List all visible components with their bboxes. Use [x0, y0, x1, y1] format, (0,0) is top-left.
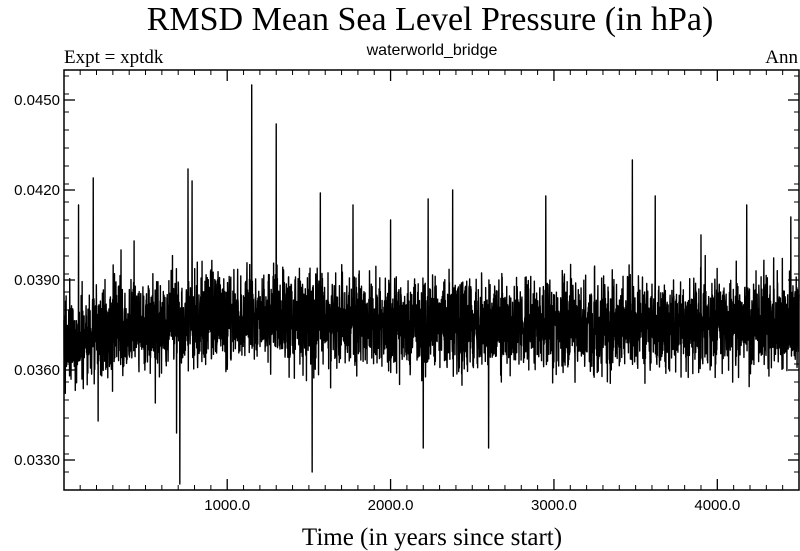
subtitle-label: waterworld_bridge [366, 42, 498, 59]
y-tick-label: 0.0450 [14, 92, 60, 109]
chart-title: RMSD Mean Sea Level Pressure (in hPa) [147, 1, 714, 38]
experiment-label: Expt = xptdk [64, 47, 164, 68]
plot-frame [63, 69, 800, 491]
y-tick-labels: 0.0330 0.0360 0.0390 0.0420 0.0450 [14, 92, 60, 469]
x-tick-labels: 1000.0 2000.0 3000.0 4000.0 [204, 497, 740, 514]
rmsd-series-line [63, 84, 800, 485]
x-tick-label: 1000.0 [204, 497, 250, 514]
x-tick-label: 3000.0 [531, 497, 577, 514]
y-tick-label: 0.0360 [14, 362, 60, 379]
y-tick-label: 0.0330 [14, 452, 60, 469]
y-tick-label: 0.0420 [14, 182, 60, 199]
axis-ticks [64, 70, 799, 491]
x-tick-label: 4000.0 [694, 497, 740, 514]
y-tick-label: 0.0390 [14, 272, 60, 289]
x-axis-label: Time (in years since start) [302, 524, 562, 551]
x-tick-label: 2000.0 [368, 497, 414, 514]
season-label: Ann [765, 47, 798, 68]
